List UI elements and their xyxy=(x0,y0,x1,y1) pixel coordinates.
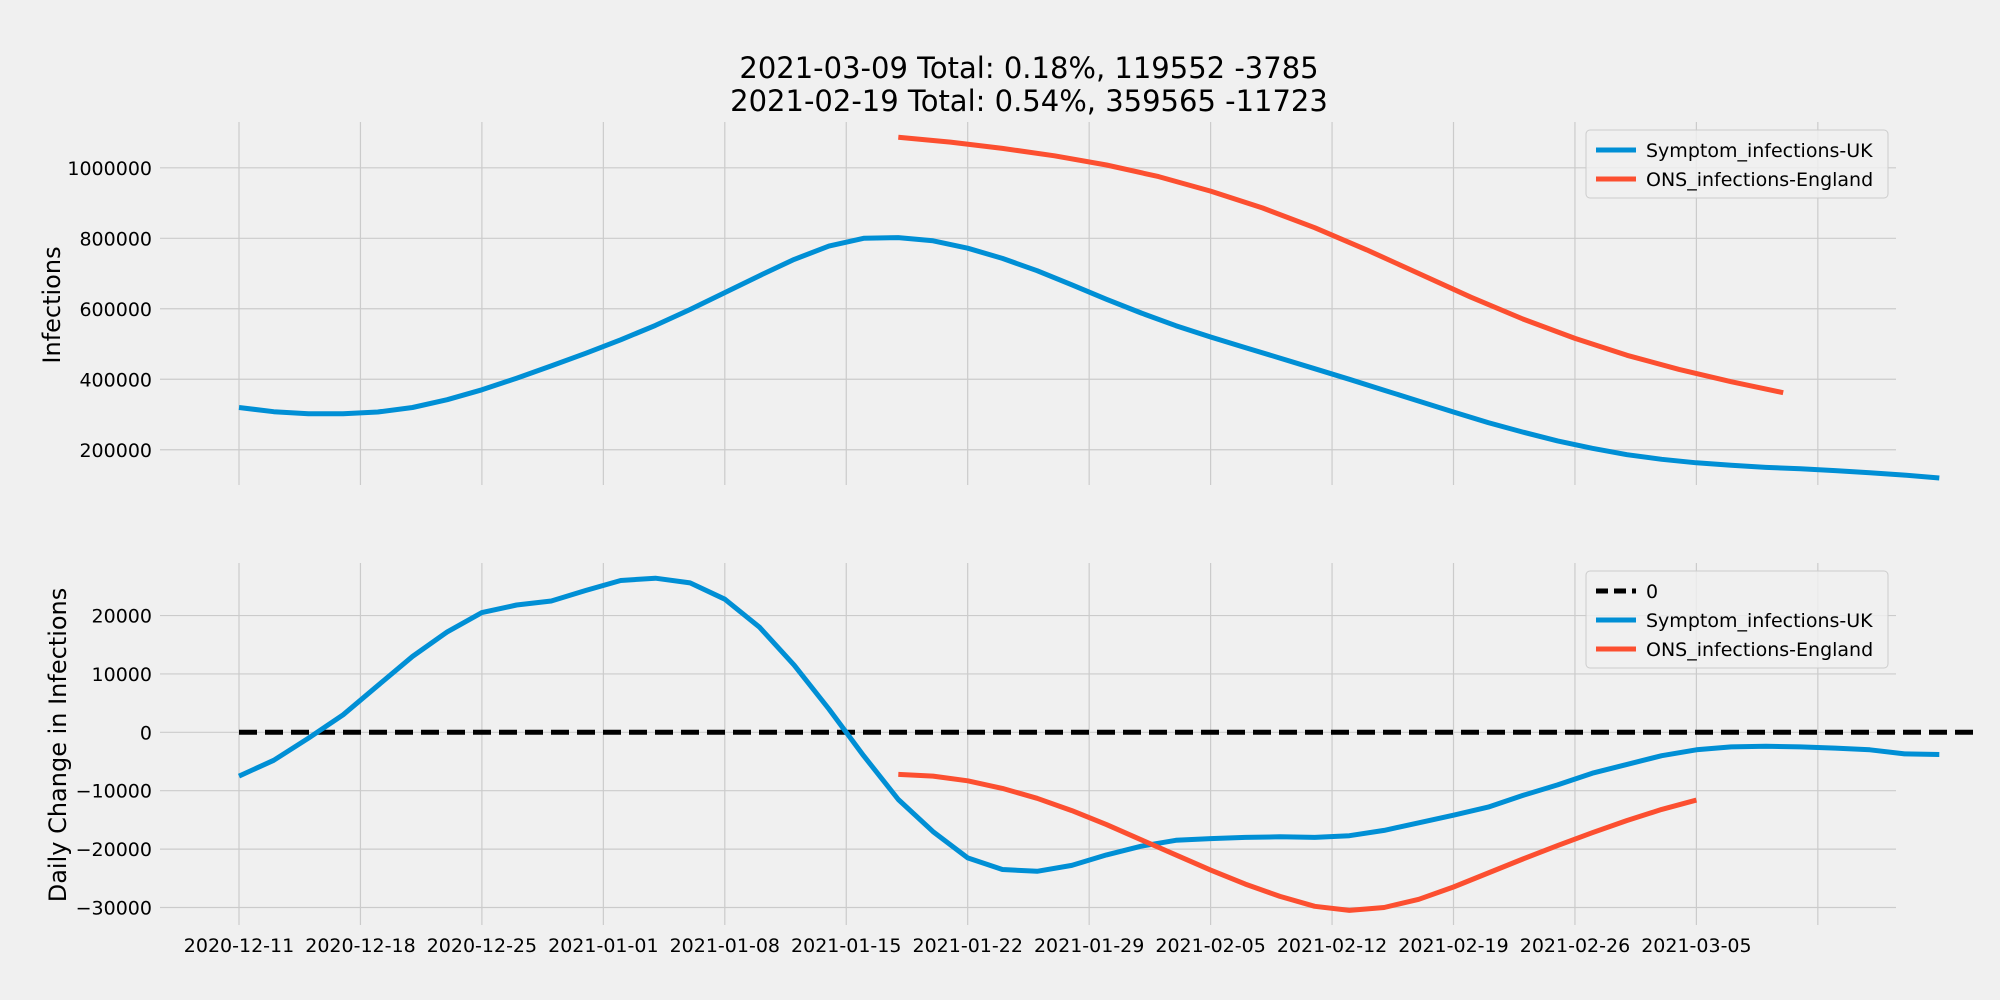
series-line-Symptom_infections-UK xyxy=(237,575,1940,874)
chart-title-line-1: 2021-03-09 Total: 0.18%, 119552 -3785 xyxy=(739,51,1318,85)
chart-title-line-2: 2021-02-19 Total: 0.54%, 359565 -11723 xyxy=(730,84,1328,118)
y-tick-label: 400000 xyxy=(79,369,152,391)
x-tick-label: 2021-01-15 xyxy=(791,935,901,957)
y-tick-label: −30000 xyxy=(76,897,152,919)
x-tick-label: 2021-01-22 xyxy=(912,935,1022,957)
y-tick-label: 20000 xyxy=(92,606,152,628)
y-tick-label: 0 xyxy=(140,722,152,744)
x-tick-label: 2021-01-01 xyxy=(548,935,658,957)
daily-change-panel: −30000 −20000 −10000 0 10000 20000 Daily Chang… xyxy=(44,563,1974,925)
x-tick-label: 2021-03-05 xyxy=(1641,935,1751,957)
y-axis-label: Infections xyxy=(38,246,66,363)
y-tick-label: 600000 xyxy=(79,299,152,321)
legend-box xyxy=(1585,570,1889,669)
y-tick-label: 200000 xyxy=(79,440,152,462)
legend-box xyxy=(1585,129,1889,199)
series-line-Symptom_infections-UK xyxy=(238,235,1940,481)
infections-panel: 200000 400000 600000 800000 1000000 Infection… xyxy=(38,122,1940,485)
series-line-ONS_infections-England xyxy=(898,134,1784,396)
y-tick-label: −10000 xyxy=(76,781,152,803)
x-tick-label: 2021-02-05 xyxy=(1155,935,1265,957)
legend-label: Symptom_infections-UK xyxy=(1646,140,1873,162)
x-tick-label: 2020-12-25 xyxy=(427,935,537,957)
x-tick-label: 2021-02-19 xyxy=(1398,935,1508,957)
x-tick-label: 2020-12-11 xyxy=(184,935,294,957)
legend-label: Symptom_infections-UK xyxy=(1646,610,1873,632)
legend-label: ONS_infections-England xyxy=(1646,639,1873,661)
y-tick-label: −20000 xyxy=(76,839,152,861)
x-tick-label: 2021-02-12 xyxy=(1277,935,1387,957)
x-tick-label: 2021-01-29 xyxy=(1034,935,1144,957)
y-tick-label: 1000000 xyxy=(67,158,152,180)
x-tick-label: 2021-02-26 xyxy=(1520,935,1630,957)
y-tick-label: 800000 xyxy=(79,228,152,250)
x-tick-label: 2021-01-08 xyxy=(670,935,780,957)
legend-label: 0 xyxy=(1646,581,1658,603)
x-tick-label: 2020-12-18 xyxy=(305,935,415,957)
legend-label: ONS_infections-England xyxy=(1646,169,1873,191)
y-axis-label: Daily Change in Infections xyxy=(44,588,72,903)
y-tick-label: 10000 xyxy=(92,664,152,686)
series-line-ONS_infections-England xyxy=(898,771,1698,913)
